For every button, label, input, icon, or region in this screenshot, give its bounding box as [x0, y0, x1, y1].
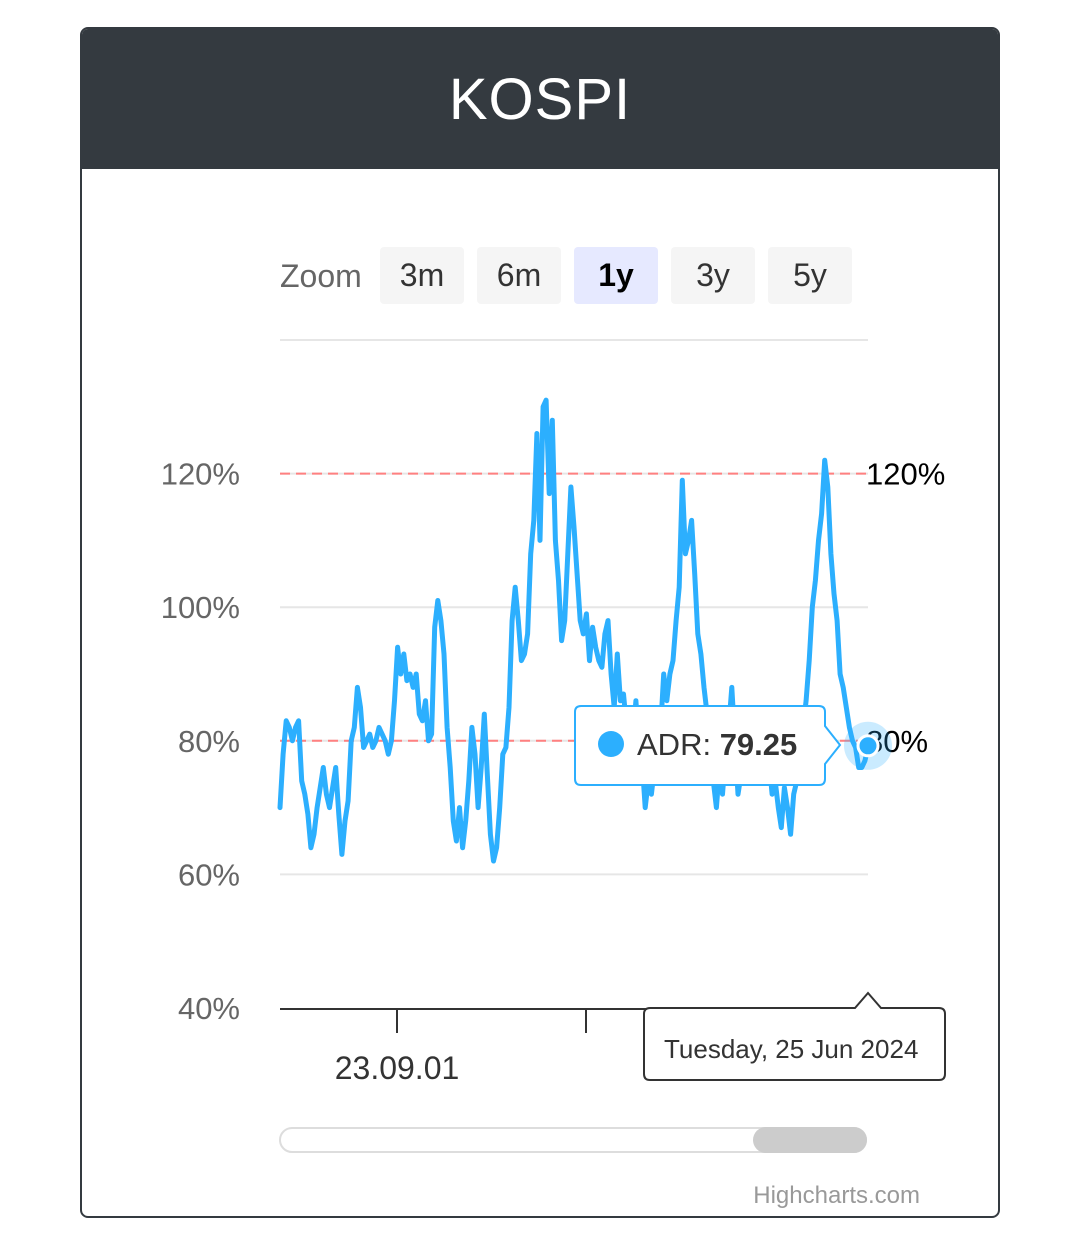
card-header: KOSPI: [82, 29, 998, 169]
zoom-button-3y[interactable]: 3y: [671, 247, 755, 304]
zoom-label: Zoom: [280, 258, 362, 294]
chart-card: KOSPI: [80, 27, 1000, 1218]
date-tooltip-text: Tuesday, 25 Jun 2024: [664, 1034, 919, 1064]
highlighted-point-marker: [856, 734, 880, 758]
tooltip-box: [574, 705, 842, 786]
y-axis-tick-label: 100%: [161, 590, 240, 625]
y-axis-tick-label: 60%: [178, 857, 240, 892]
page-title: KOSPI: [448, 66, 632, 132]
zoom-button-5y[interactable]: 5y: [768, 247, 852, 304]
adr-series-line: [277, 397, 871, 864]
y-axis-tick-label: 80%: [178, 724, 240, 759]
date-tooltip-box: [643, 991, 946, 1081]
y-axis-tick-label: 40%: [178, 991, 240, 1026]
tooltip-series-name: ADR: [637, 727, 703, 762]
y-axis-tick-label: 120%: [161, 457, 240, 492]
credits-link[interactable]: Highcharts.com: [753, 1182, 920, 1209]
tooltip-value: 79.25: [719, 727, 798, 762]
zoom-button-1y[interactable]: 1y: [574, 247, 658, 304]
navigator-scrollbar-thumb[interactable]: [753, 1127, 867, 1153]
zoom-button-3m[interactable]: 3m: [380, 247, 464, 304]
plot-line-label: 120%: [866, 457, 945, 492]
zoom-button-6m[interactable]: 6m: [477, 247, 561, 304]
tooltip-separator: :: [702, 727, 720, 762]
tooltip-text: ADR: 79.25: [637, 727, 797, 763]
tooltip-series-dot: [598, 731, 624, 757]
x-axis-tick-label: 23.09.01: [335, 1050, 460, 1086]
point-tooltip: ADR: 79.25: [575, 705, 823, 785]
